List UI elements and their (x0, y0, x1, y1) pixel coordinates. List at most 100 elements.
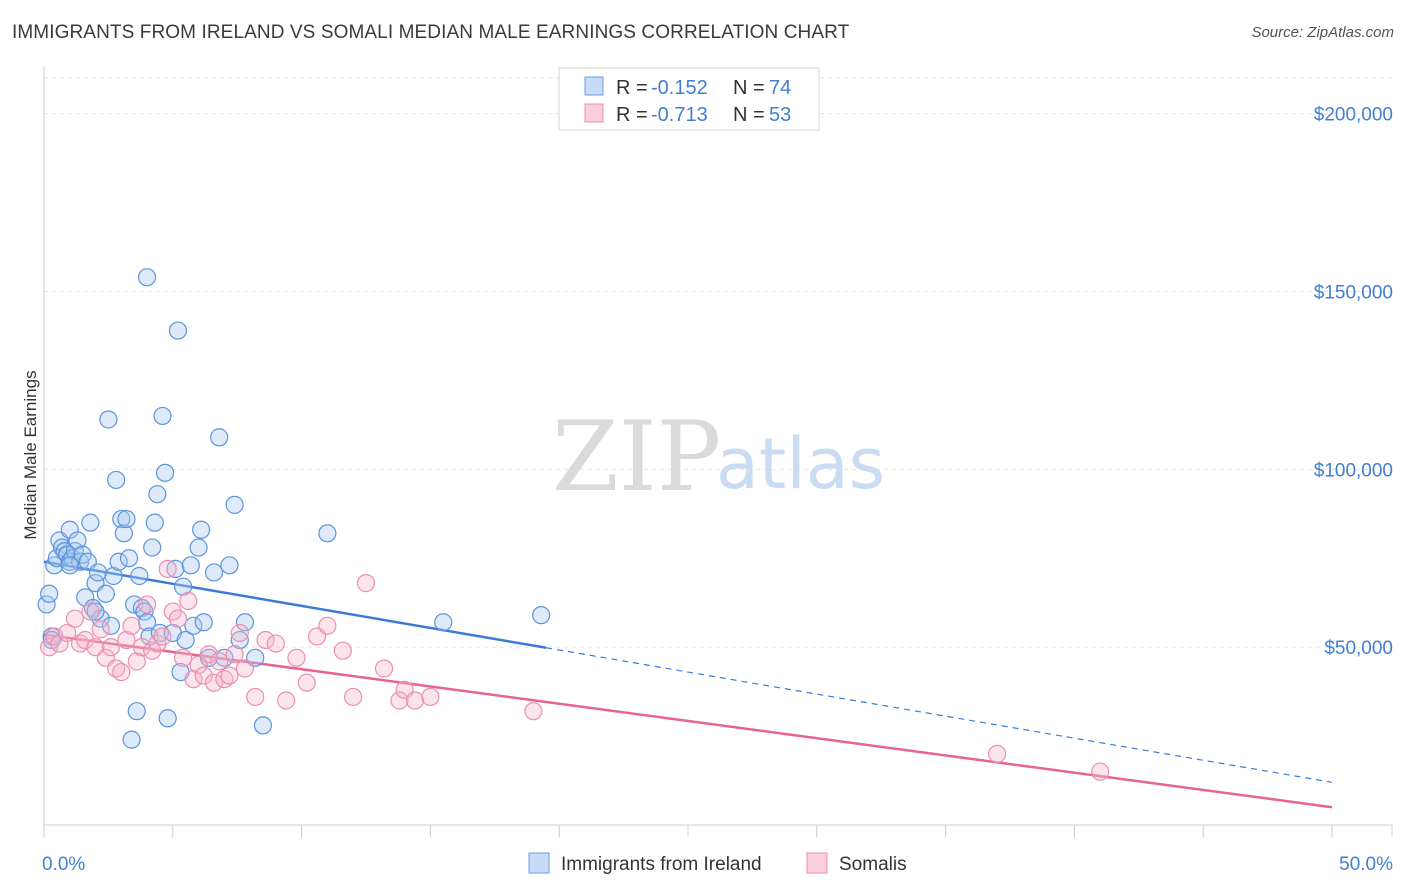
ireland-point (88, 563, 108, 582)
somalis-point (40, 638, 59, 657)
legend-r-value-ireland: -0.152 (651, 77, 708, 99)
ireland-point (81, 513, 100, 532)
axes (43, 66, 1393, 837)
ireland-point (184, 616, 203, 635)
somalis-point (70, 634, 90, 653)
somalis-point (356, 574, 376, 593)
x-tick-labels: 0.0% 50.0% (42, 854, 1393, 875)
ireland-point (122, 730, 141, 749)
somalis-point (76, 630, 95, 650)
legend-swatch-ireland (584, 76, 604, 96)
x-tick-label: 0.0% (42, 854, 85, 875)
somalis-point (405, 691, 425, 710)
ireland-point (117, 509, 136, 529)
ireland-point (37, 595, 56, 614)
legend-swatch-somalis (584, 103, 604, 123)
ireland-point (155, 463, 175, 482)
ireland-point (174, 577, 193, 596)
somalis-point (168, 609, 188, 628)
ireland-point (204, 563, 224, 582)
legend: R = -0.152 N = 74 R = -0.713 N = 53 (558, 67, 820, 131)
somalis-point (174, 648, 193, 667)
ireland-point (109, 552, 128, 571)
ireland-point (532, 606, 551, 625)
somalis-point (91, 620, 110, 639)
ireland-point (176, 630, 195, 650)
somalis-point (215, 670, 234, 689)
somalis-point (374, 659, 394, 678)
somalis-point (122, 616, 141, 635)
ireland-point (215, 648, 234, 667)
ireland-point (135, 602, 154, 621)
ireland-point (40, 584, 59, 603)
ireland-point (168, 321, 188, 340)
somalis-point (266, 634, 285, 653)
somalis-point (117, 630, 136, 650)
chart-title: IMMIGRANTS FROM IRELAND VS SOMALI MEDIAN… (12, 22, 850, 43)
ireland-point (127, 702, 146, 721)
somalis-trend-line (43, 633, 1333, 809)
ireland-point (148, 485, 167, 504)
y-tick-label: $200,000 (1314, 105, 1393, 126)
ireland-point (318, 524, 337, 543)
somalis-point (225, 645, 244, 664)
ireland-point (86, 602, 105, 621)
ireland-point (225, 495, 244, 514)
somalis-point (81, 602, 100, 621)
somalis-point (127, 652, 146, 671)
y-tick-label: $150,000 (1314, 282, 1393, 303)
ireland-point (137, 613, 157, 632)
ireland-point (96, 584, 115, 603)
ireland-point (107, 470, 126, 490)
somalis-point (101, 638, 121, 657)
somalis-point (287, 648, 306, 667)
ireland-point (220, 556, 239, 575)
data-points (37, 268, 1110, 781)
legend-n-value-ireland: 74 (769, 77, 791, 99)
somalis-point (112, 662, 131, 682)
watermark-atlas: atlas (716, 423, 885, 505)
bottom-legend: Immigrants from Ireland Somalis (528, 852, 907, 875)
y-tick-label: $50,000 (1324, 638, 1393, 659)
somalis-point (524, 702, 543, 721)
somalis-point (333, 641, 352, 660)
somalis-point (184, 670, 203, 689)
somalis-point (421, 687, 440, 707)
ireland-point (210, 428, 229, 447)
ireland-point (104, 566, 123, 586)
ireland-point (143, 538, 162, 557)
x-tick-label: 50.0% (1339, 854, 1393, 875)
ireland-point (112, 509, 131, 529)
legend-r-label-somalis: R = (616, 104, 648, 126)
ireland-point (130, 566, 149, 586)
ireland-point (192, 520, 211, 539)
somalis-point (988, 744, 1007, 763)
watermark: ZIP atlas (552, 401, 885, 513)
ireland-point (60, 556, 79, 575)
somalis-point (199, 645, 218, 664)
somalis-point (179, 591, 198, 611)
legend-n-value-somalis: 53 (769, 104, 791, 126)
ireland-point (230, 630, 249, 650)
ireland-point (166, 559, 185, 578)
legend-r-label-ireland: R = (616, 77, 648, 99)
ireland-point (194, 613, 213, 632)
ireland-trend-line-extension (546, 647, 1333, 783)
bottom-legend-label-somalis: Somalis (839, 854, 907, 875)
somalis-point (277, 691, 296, 710)
somalis-point (194, 666, 213, 685)
grid-lines (44, 77, 1392, 648)
somalis-point (344, 687, 363, 707)
somalis-point (230, 623, 249, 643)
somalis-point (204, 673, 224, 692)
ireland-point (70, 552, 90, 571)
ireland-point (235, 613, 255, 632)
somalis-point (210, 652, 229, 671)
legend-n-label-somalis: N = (733, 104, 765, 126)
y-tick-labels: $50,000 $100,000 $150,000 $200,000 (1314, 105, 1393, 660)
somalis-point (137, 595, 157, 614)
somalis-point (153, 627, 172, 646)
somalis-point (107, 659, 126, 678)
somalis-point (235, 659, 255, 678)
